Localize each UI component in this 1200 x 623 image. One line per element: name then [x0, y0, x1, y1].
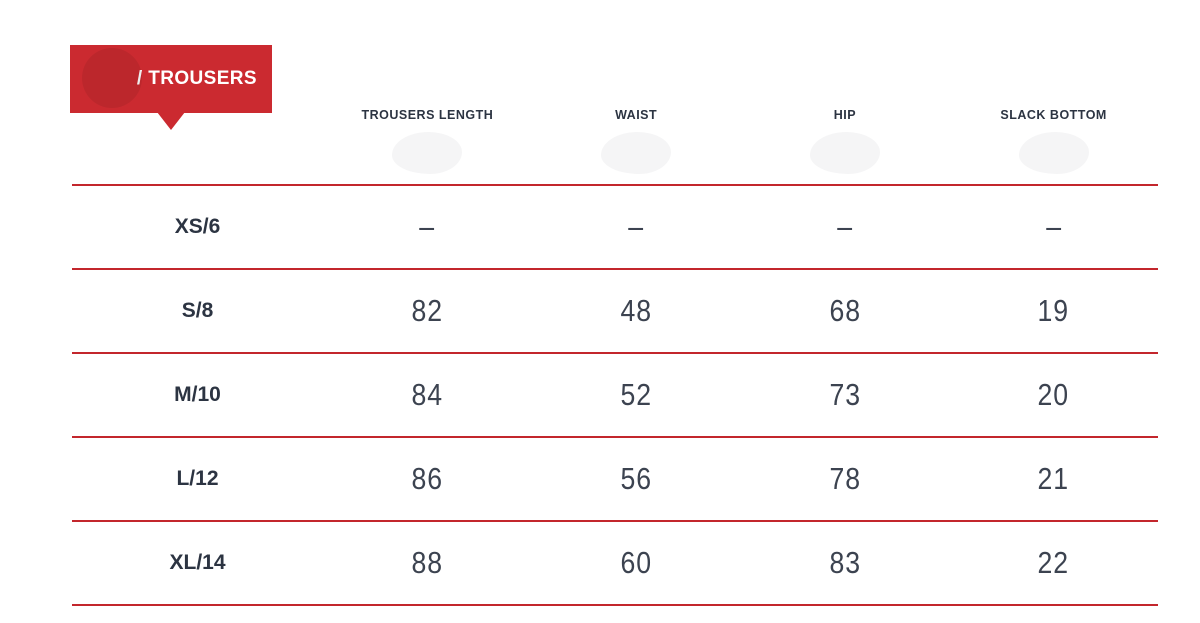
table-row: M/10 84 52 73 20: [72, 352, 1158, 436]
cell-value: 20: [1037, 377, 1070, 412]
cell-value: 88: [411, 545, 444, 580]
watermark-spacer: [72, 132, 323, 174]
tab-pointer-icon: [157, 112, 185, 130]
watermark-blob: [1018, 132, 1089, 174]
watermark-blob: [392, 132, 463, 174]
cell-value: 48: [620, 293, 652, 328]
size-label: M/10: [174, 383, 221, 406]
header-size-spacer: [72, 108, 323, 122]
cell-value: 73: [829, 377, 861, 412]
cell-value: 22: [1037, 545, 1070, 580]
watermark-blob: [809, 132, 880, 174]
badge-circle-decoration: [82, 48, 142, 108]
table-row: XS/6 – – – –: [72, 184, 1158, 268]
cell-value: –: [419, 209, 436, 244]
cell-value: 86: [411, 461, 444, 496]
cell-value: 21: [1037, 461, 1070, 496]
cell-value: 78: [829, 461, 861, 496]
header-hip: HIP: [833, 108, 857, 122]
size-label: L/12: [176, 467, 219, 490]
cell-value: 83: [829, 545, 861, 580]
table-header-row: TROUSERS LENGTH WAIST HIP SLACK BOTTOM: [72, 108, 1158, 122]
size-label: S/8: [181, 299, 214, 322]
table-row: XL/14 88 60 83 22: [72, 520, 1158, 606]
watermark-row: [72, 132, 1158, 174]
trousers-tab[interactable]: / TROUSERS: [70, 45, 272, 113]
cell-value: 60: [620, 545, 652, 580]
cell-value: 52: [620, 377, 652, 412]
watermark-blob: [601, 132, 672, 174]
header-slack-bottom: SLACK BOTTOM: [1000, 108, 1107, 122]
cell-value: –: [628, 209, 644, 244]
size-label: XS/6: [174, 215, 221, 238]
cell-value: –: [837, 209, 853, 244]
size-label: XL/14: [169, 551, 226, 574]
cell-value: –: [1045, 209, 1062, 244]
table-row: S/8 82 48 68 19: [72, 268, 1158, 352]
table-body: XS/6 – – – – S/8 82 48 68 19 M/10 84 52 …: [72, 184, 1158, 606]
header-waist: WAIST: [615, 108, 658, 122]
cell-value: 56: [620, 461, 652, 496]
header-trousers-length: TROUSERS LENGTH: [361, 108, 494, 122]
cell-value: 82: [411, 293, 444, 328]
table-row: L/12 86 56 78 21: [72, 436, 1158, 520]
cell-value: 68: [829, 293, 861, 328]
cell-value: 84: [411, 377, 444, 412]
trousers-tab-label: / TROUSERS: [136, 68, 257, 89]
cell-value: 19: [1037, 293, 1070, 328]
